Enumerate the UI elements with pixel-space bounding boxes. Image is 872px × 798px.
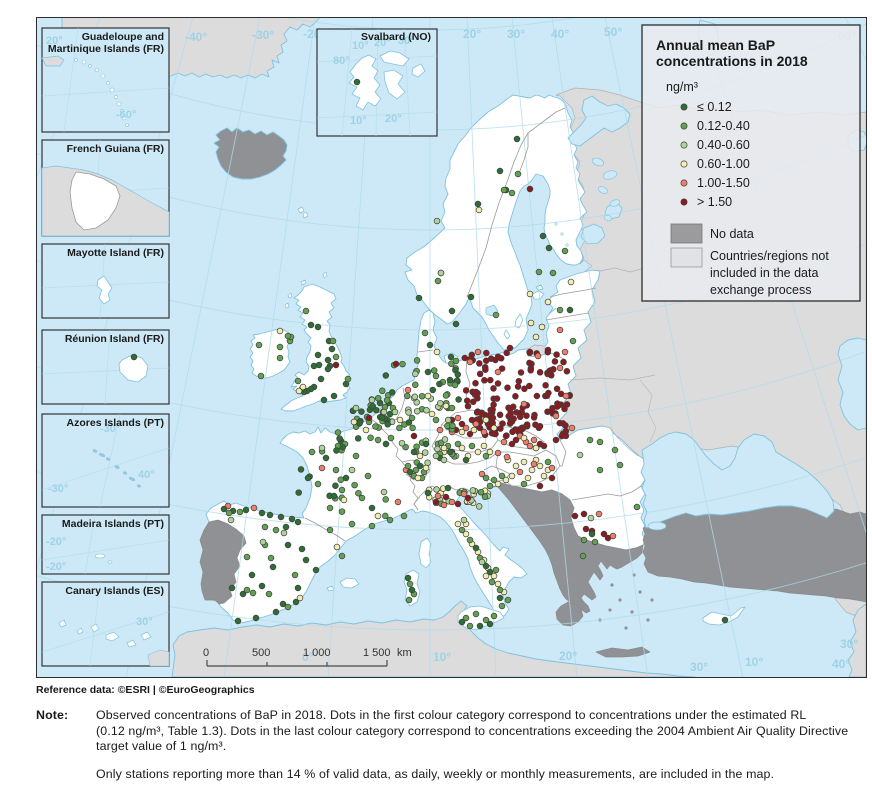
svg-text:500: 500 bbox=[252, 647, 270, 659]
svg-text:Mayotte Island (FR): Mayotte Island (FR) bbox=[67, 247, 164, 259]
svg-text:included in the data: included in the data bbox=[710, 266, 818, 280]
svg-text:1 000: 1 000 bbox=[303, 647, 331, 659]
svg-text:-30°: -30° bbox=[100, 423, 120, 435]
svg-text:Canary Islands (ES): Canary Islands (ES) bbox=[65, 585, 164, 597]
svg-text:0.12-0.40: 0.12-0.40 bbox=[697, 119, 750, 133]
svg-text:20°: 20° bbox=[46, 35, 63, 47]
svg-text:-20°: -20° bbox=[46, 561, 66, 573]
svg-text:1 500: 1 500 bbox=[363, 647, 391, 659]
svg-text:> 1.50: > 1.50 bbox=[697, 195, 732, 209]
svg-text:40°: 40° bbox=[832, 657, 850, 671]
svg-text:20°: 20° bbox=[385, 113, 402, 125]
svg-text:-40°: -40° bbox=[185, 30, 207, 44]
svg-text:Réunion Island (FR): Réunion Island (FR) bbox=[64, 333, 163, 345]
svg-text:concentrations in 2018: concentrations in 2018 bbox=[656, 53, 808, 69]
svg-text:40°: 40° bbox=[551, 27, 569, 41]
svg-text:0.60-1.00: 0.60-1.00 bbox=[697, 157, 750, 171]
svg-text:0: 0 bbox=[203, 647, 209, 659]
svg-text:No data: No data bbox=[710, 227, 754, 241]
svg-text:-60°: -60° bbox=[116, 109, 136, 121]
svg-text:20°: 20° bbox=[463, 27, 481, 41]
svg-text:30°: 30° bbox=[398, 35, 415, 47]
svg-text:Madeira Islands (PT): Madeira Islands (PT) bbox=[61, 518, 163, 530]
svg-text:French Guiana (FR): French Guiana (FR) bbox=[66, 143, 163, 155]
svg-text:Annual mean BaP: Annual mean BaP bbox=[656, 37, 775, 53]
svg-text:Countries/regions not: Countries/regions not bbox=[710, 249, 829, 263]
svg-text:-30°: -30° bbox=[48, 483, 68, 495]
svg-text:80°: 80° bbox=[333, 55, 350, 67]
svg-text:≤ 0.12: ≤ 0.12 bbox=[697, 100, 732, 114]
svg-text:30°: 30° bbox=[507, 27, 525, 41]
svg-text:exchange process: exchange process bbox=[710, 283, 811, 297]
svg-text:10°: 10° bbox=[433, 650, 451, 664]
svg-text:30°: 30° bbox=[690, 660, 708, 674]
svg-text:-20°: -20° bbox=[46, 536, 66, 548]
svg-text:Guadeloupe and: Guadeloupe and bbox=[81, 31, 163, 43]
svg-text:Azores Islands (PT): Azores Islands (PT) bbox=[66, 417, 163, 429]
svg-text:Svalbard (NO): Svalbard (NO) bbox=[360, 31, 430, 43]
svg-text:40°: 40° bbox=[138, 469, 155, 481]
svg-text:50°: 50° bbox=[604, 25, 622, 39]
svg-text:Martinique Islands (FR): Martinique Islands (FR) bbox=[47, 43, 163, 55]
svg-text:30°: 30° bbox=[840, 637, 858, 651]
svg-text:km: km bbox=[397, 647, 412, 659]
svg-text:0°: 0° bbox=[302, 650, 314, 664]
svg-text:30°: 30° bbox=[136, 616, 153, 628]
svg-text:20°: 20° bbox=[374, 37, 391, 49]
svg-text:10°: 10° bbox=[352, 40, 369, 52]
svg-text:-30°: -30° bbox=[252, 28, 274, 42]
svg-text:1.00-1.50: 1.00-1.50 bbox=[697, 176, 750, 190]
svg-text:ng/m³: ng/m³ bbox=[666, 80, 698, 94]
svg-text:10°: 10° bbox=[350, 115, 367, 127]
svg-text:0.40-0.60: 0.40-0.60 bbox=[697, 138, 750, 152]
svg-text:20°: 20° bbox=[559, 649, 577, 663]
svg-text:10°: 10° bbox=[745, 655, 763, 669]
